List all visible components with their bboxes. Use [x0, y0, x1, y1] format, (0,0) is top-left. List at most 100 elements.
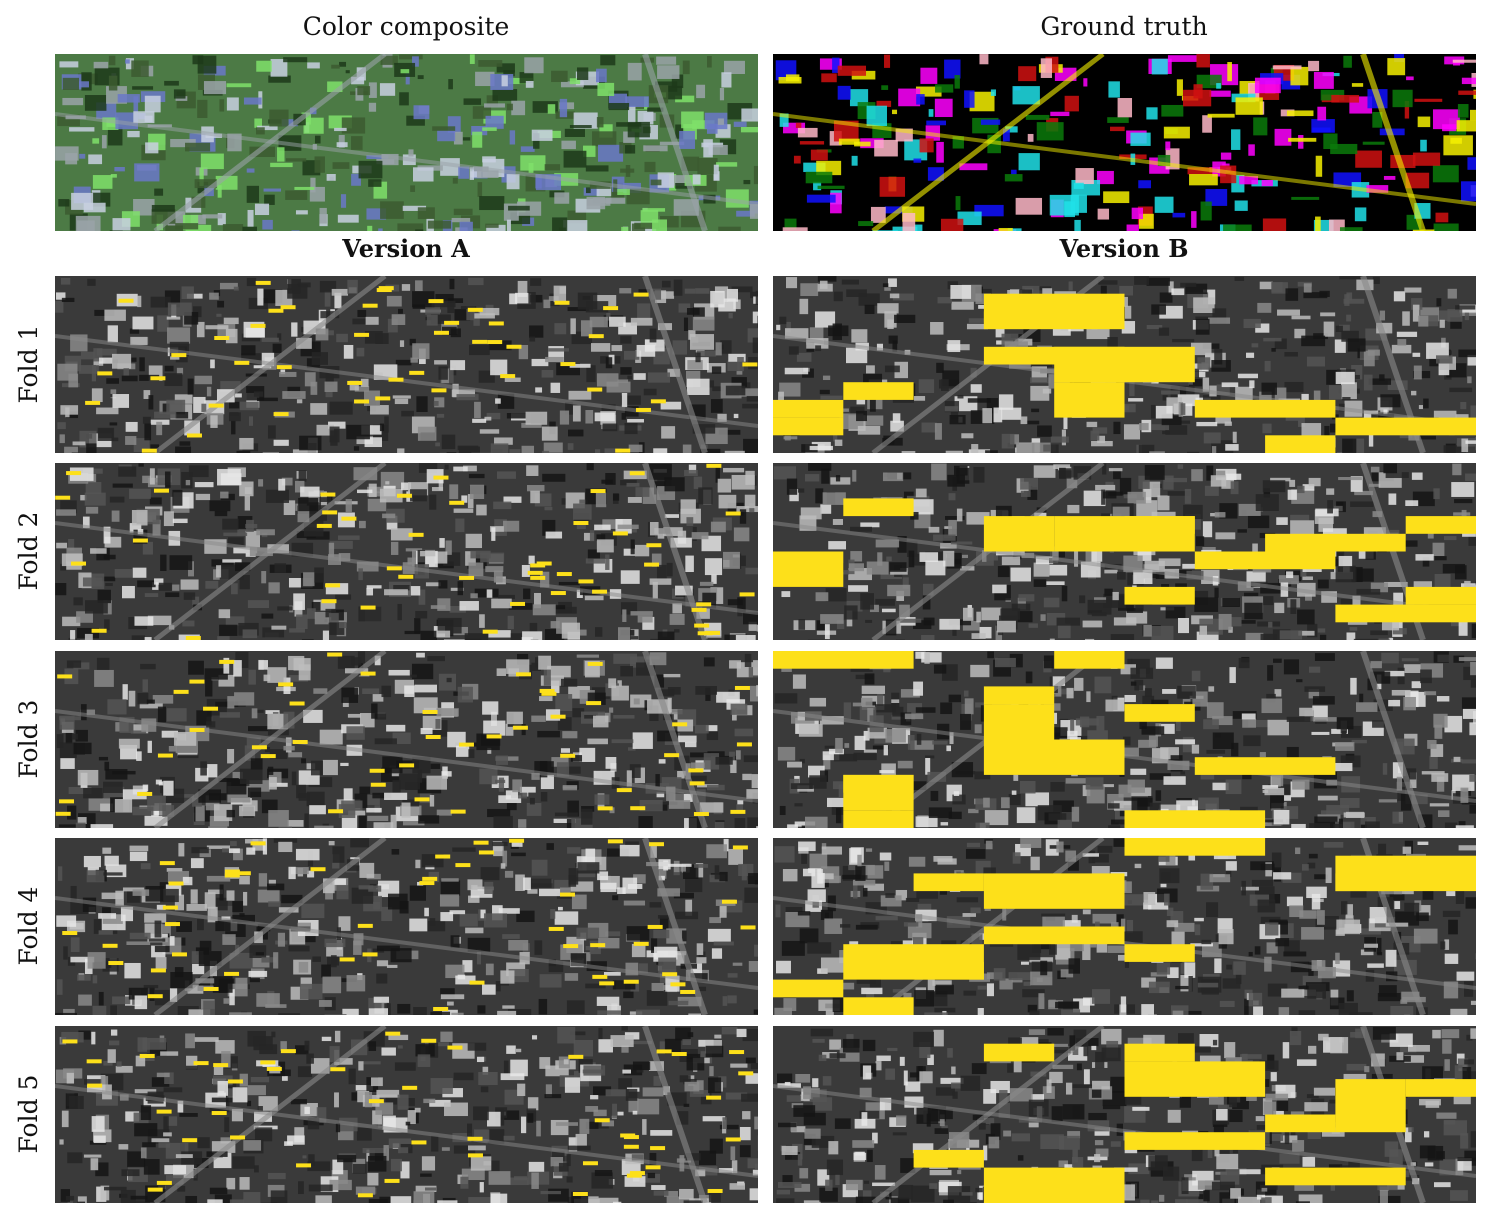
image-texture — [323, 493, 333, 501]
image-texture — [1255, 494, 1279, 512]
image-texture — [547, 104, 556, 114]
image-texture — [1042, 916, 1065, 929]
image-texture — [1195, 536, 1205, 547]
image-texture — [1429, 755, 1438, 769]
image-texture — [368, 82, 377, 98]
image-texture — [340, 762, 349, 767]
image-texture — [1263, 488, 1271, 498]
image-texture — [299, 983, 323, 1000]
image-texture — [617, 524, 639, 529]
image-texture — [850, 551, 863, 562]
image-texture — [404, 630, 421, 635]
image-texture — [436, 630, 451, 638]
image-texture — [208, 889, 224, 895]
image-texture — [737, 357, 744, 372]
image-texture — [1161, 872, 1171, 883]
image-texture — [220, 1137, 232, 1144]
image-texture — [496, 63, 515, 73]
image-texture — [533, 133, 540, 149]
image-texture — [239, 875, 250, 885]
image-texture — [1237, 529, 1247, 533]
image-texture — [308, 491, 321, 503]
image-texture — [817, 276, 837, 282]
image-texture — [683, 864, 699, 879]
image-texture — [402, 821, 425, 826]
image-texture — [817, 283, 833, 292]
image-texture — [80, 709, 96, 715]
image-texture — [503, 70, 515, 77]
image-texture — [681, 111, 704, 129]
sample-block — [1194, 551, 1336, 570]
image-texture — [97, 589, 111, 604]
image-texture — [1091, 989, 1111, 1004]
image-texture — [151, 1077, 170, 1087]
image-texture — [1240, 886, 1259, 891]
image-texture — [807, 639, 828, 640]
image-texture — [474, 313, 495, 319]
image-texture — [879, 176, 906, 197]
image-texture — [774, 846, 795, 863]
image-texture — [182, 876, 193, 886]
image-texture — [330, 955, 337, 968]
image-texture — [1126, 224, 1139, 231]
image-texture — [268, 879, 276, 886]
image-texture — [723, 60, 745, 75]
image-texture — [685, 877, 703, 893]
image-texture — [244, 495, 251, 511]
image-texture — [366, 585, 382, 589]
image-texture — [530, 294, 543, 303]
image-texture — [236, 450, 251, 453]
image-texture — [1143, 892, 1156, 906]
sample-mark — [691, 607, 707, 612]
image-texture — [472, 131, 483, 148]
image-texture — [1041, 913, 1066, 917]
image-texture — [1031, 442, 1051, 453]
image-texture — [1057, 688, 1074, 695]
image-texture — [392, 395, 411, 399]
image-texture — [1113, 468, 1121, 480]
image-texture — [605, 931, 621, 937]
image-texture — [1354, 490, 1373, 496]
image-texture — [130, 730, 147, 734]
sample-mark — [354, 332, 370, 337]
image-texture — [56, 915, 77, 927]
image-texture — [223, 532, 248, 536]
image-texture — [1067, 858, 1079, 871]
image-texture — [1356, 702, 1378, 712]
sample-mark — [530, 575, 546, 580]
sample-mark — [419, 881, 435, 886]
image-texture — [554, 911, 579, 925]
image-texture — [405, 73, 410, 85]
image-texture — [930, 990, 948, 1007]
image-texture — [1177, 685, 1196, 699]
image-texture — [1096, 170, 1114, 185]
image-texture — [799, 141, 825, 145]
image-texture — [185, 142, 211, 152]
image-texture — [186, 1055, 198, 1069]
image-texture — [658, 957, 677, 974]
image-texture — [1182, 563, 1203, 569]
image-texture — [692, 316, 715, 331]
image-texture — [454, 309, 471, 321]
image-texture — [480, 909, 486, 919]
image-texture — [860, 138, 884, 149]
image-texture — [663, 527, 683, 537]
image-texture — [1060, 969, 1074, 978]
image-texture — [888, 335, 898, 344]
image-texture — [232, 914, 255, 923]
image-texture — [1229, 667, 1236, 684]
image-texture — [60, 563, 67, 571]
image-texture — [510, 1177, 529, 1186]
sample-mark — [633, 292, 649, 297]
image-texture — [692, 174, 701, 185]
image-texture — [457, 581, 463, 596]
image-texture — [1387, 58, 1406, 76]
image-texture — [897, 760, 913, 769]
image-texture — [417, 426, 437, 441]
image-texture — [114, 569, 133, 578]
image-texture — [497, 1010, 517, 1015]
image-texture — [94, 669, 114, 687]
sample-mark — [189, 679, 205, 684]
image-texture — [85, 600, 108, 614]
image-texture — [658, 759, 666, 764]
